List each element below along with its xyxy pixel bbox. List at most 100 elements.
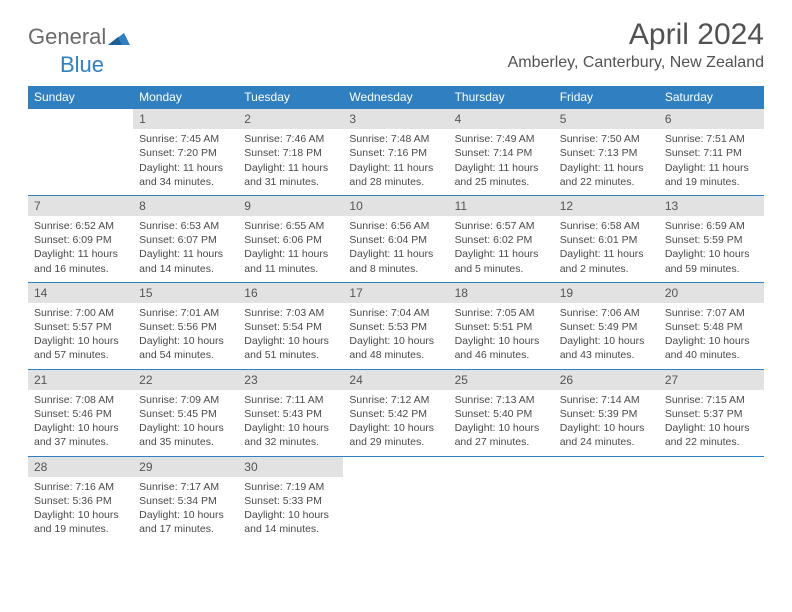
sunrise-text: Sunrise: 6:55 AM: [244, 219, 337, 233]
week-row: 1Sunrise: 7:45 AMSunset: 7:20 PMDaylight…: [28, 109, 764, 196]
day-number: 18: [449, 283, 554, 303]
sunrise-text: Sunrise: 7:16 AM: [34, 480, 127, 494]
week-row: 14Sunrise: 7:00 AMSunset: 5:57 PMDayligh…: [28, 282, 764, 369]
sunset-text: Sunset: 5:42 PM: [349, 407, 442, 421]
daylight-text: and 16 minutes.: [34, 262, 127, 276]
daylight-text: Daylight: 10 hours: [139, 421, 232, 435]
daylight-text: and 17 minutes.: [139, 522, 232, 536]
sunset-text: Sunset: 5:53 PM: [349, 320, 442, 334]
day-number: 6: [659, 109, 764, 129]
weekday-header: Thursday: [449, 86, 554, 109]
sunrise-text: Sunrise: 7:04 AM: [349, 306, 442, 320]
day-number: 12: [554, 196, 659, 216]
daylight-text: and 54 minutes.: [139, 348, 232, 362]
daylight-text: and 32 minutes.: [244, 435, 337, 449]
daylight-text: Daylight: 11 hours: [349, 161, 442, 175]
sunrise-text: Sunrise: 7:03 AM: [244, 306, 337, 320]
sunset-text: Sunset: 7:20 PM: [139, 146, 232, 160]
day-number: 11: [449, 196, 554, 216]
day-cell: 15Sunrise: 7:01 AMSunset: 5:56 PMDayligh…: [133, 282, 238, 369]
day-cell: 11Sunrise: 6:57 AMSunset: 6:02 PMDayligh…: [449, 195, 554, 282]
daylight-text: and 19 minutes.: [34, 522, 127, 536]
day-cell: 25Sunrise: 7:13 AMSunset: 5:40 PMDayligh…: [449, 369, 554, 456]
weekday-header: Friday: [554, 86, 659, 109]
sunrise-text: Sunrise: 7:50 AM: [560, 132, 653, 146]
day-number: 14: [28, 283, 133, 303]
day-number: 26: [554, 370, 659, 390]
day-number: 16: [238, 283, 343, 303]
weekday-header: Wednesday: [343, 86, 448, 109]
day-cell: 10Sunrise: 6:56 AMSunset: 6:04 PMDayligh…: [343, 195, 448, 282]
daylight-text: Daylight: 11 hours: [665, 161, 758, 175]
sunset-text: Sunset: 7:18 PM: [244, 146, 337, 160]
sunrise-text: Sunrise: 6:57 AM: [455, 219, 548, 233]
daylight-text: and 34 minutes.: [139, 175, 232, 189]
sunrise-text: Sunrise: 7:51 AM: [665, 132, 758, 146]
sunrise-text: Sunrise: 6:58 AM: [560, 219, 653, 233]
daylight-text: and 2 minutes.: [560, 262, 653, 276]
day-number: 23: [238, 370, 343, 390]
sunset-text: Sunset: 5:51 PM: [455, 320, 548, 334]
sunrise-text: Sunrise: 7:05 AM: [455, 306, 548, 320]
weekday-header: Tuesday: [238, 86, 343, 109]
day-cell: 7Sunrise: 6:52 AMSunset: 6:09 PMDaylight…: [28, 195, 133, 282]
day-number: 20: [659, 283, 764, 303]
sunset-text: Sunset: 6:01 PM: [560, 233, 653, 247]
day-number: 15: [133, 283, 238, 303]
daylight-text: and 48 minutes.: [349, 348, 442, 362]
day-cell: [343, 456, 448, 542]
sunset-text: Sunset: 7:13 PM: [560, 146, 653, 160]
daylight-text: Daylight: 10 hours: [139, 334, 232, 348]
daylight-text: Daylight: 10 hours: [244, 508, 337, 522]
sunrise-text: Sunrise: 7:49 AM: [455, 132, 548, 146]
sunrise-text: Sunrise: 7:14 AM: [560, 393, 653, 407]
day-cell: [554, 456, 659, 542]
daylight-text: Daylight: 11 hours: [560, 247, 653, 261]
sunset-text: Sunset: 5:49 PM: [560, 320, 653, 334]
sunset-text: Sunset: 5:40 PM: [455, 407, 548, 421]
day-cell: [449, 456, 554, 542]
sunset-text: Sunset: 5:45 PM: [139, 407, 232, 421]
daylight-text: Daylight: 10 hours: [349, 421, 442, 435]
day-number: 5: [554, 109, 659, 129]
daylight-text: and 29 minutes.: [349, 435, 442, 449]
daylight-text: Daylight: 11 hours: [560, 161, 653, 175]
day-cell: [659, 456, 764, 542]
weekday-header: Monday: [133, 86, 238, 109]
sunset-text: Sunset: 5:54 PM: [244, 320, 337, 334]
daylight-text: Daylight: 10 hours: [560, 334, 653, 348]
sunset-text: Sunset: 5:43 PM: [244, 407, 337, 421]
day-cell: 21Sunrise: 7:08 AMSunset: 5:46 PMDayligh…: [28, 369, 133, 456]
calendar-table: Sunday Monday Tuesday Wednesday Thursday…: [28, 86, 764, 542]
daylight-text: and 22 minutes.: [560, 175, 653, 189]
day-number: 30: [238, 457, 343, 477]
daylight-text: and 11 minutes.: [244, 262, 337, 276]
day-number: 8: [133, 196, 238, 216]
day-cell: 26Sunrise: 7:14 AMSunset: 5:39 PMDayligh…: [554, 369, 659, 456]
sunset-text: Sunset: 6:09 PM: [34, 233, 127, 247]
weekday-header-row: Sunday Monday Tuesday Wednesday Thursday…: [28, 86, 764, 109]
sunset-text: Sunset: 5:39 PM: [560, 407, 653, 421]
day-cell: 6 Sunrise: 7:51 AMSunset: 7:11 PMDaylight…: [659, 109, 764, 196]
logo: General: [28, 18, 130, 50]
sunset-text: Sunset: 5:57 PM: [34, 320, 127, 334]
day-cell: 18Sunrise: 7:05 AMSunset: 5:51 PMDayligh…: [449, 282, 554, 369]
daylight-text: and 19 minutes.: [665, 175, 758, 189]
week-row: 28Sunrise: 7:16 AMSunset: 5:36 PMDayligh…: [28, 456, 764, 542]
week-row: 21Sunrise: 7:08 AMSunset: 5:46 PMDayligh…: [28, 369, 764, 456]
sunset-text: Sunset: 5:34 PM: [139, 494, 232, 508]
day-cell: 5 Sunrise: 7:50 AMSunset: 7:13 PMDaylight…: [554, 109, 659, 196]
daylight-text: Daylight: 10 hours: [34, 334, 127, 348]
day-cell: 4Sunrise: 7:49 AMSunset: 7:14 PMDaylight…: [449, 109, 554, 196]
sunrise-text: Sunrise: 6:52 AM: [34, 219, 127, 233]
daylight-text: Daylight: 10 hours: [244, 334, 337, 348]
sunrise-text: Sunrise: 7:48 AM: [349, 132, 442, 146]
sunset-text: Sunset: 7:11 PM: [665, 146, 758, 160]
daylight-text: Daylight: 11 hours: [455, 247, 548, 261]
sunset-text: Sunset: 5:56 PM: [139, 320, 232, 334]
logo-text-part2: Blue: [60, 52, 104, 77]
day-cell: 20Sunrise: 7:07 AMSunset: 5:48 PMDayligh…: [659, 282, 764, 369]
daylight-text: and 59 minutes.: [665, 262, 758, 276]
daylight-text: and 35 minutes.: [139, 435, 232, 449]
day-cell: 16 Sunrise: 7:03 AMSunset: 5:54 PMDayligh…: [238, 282, 343, 369]
